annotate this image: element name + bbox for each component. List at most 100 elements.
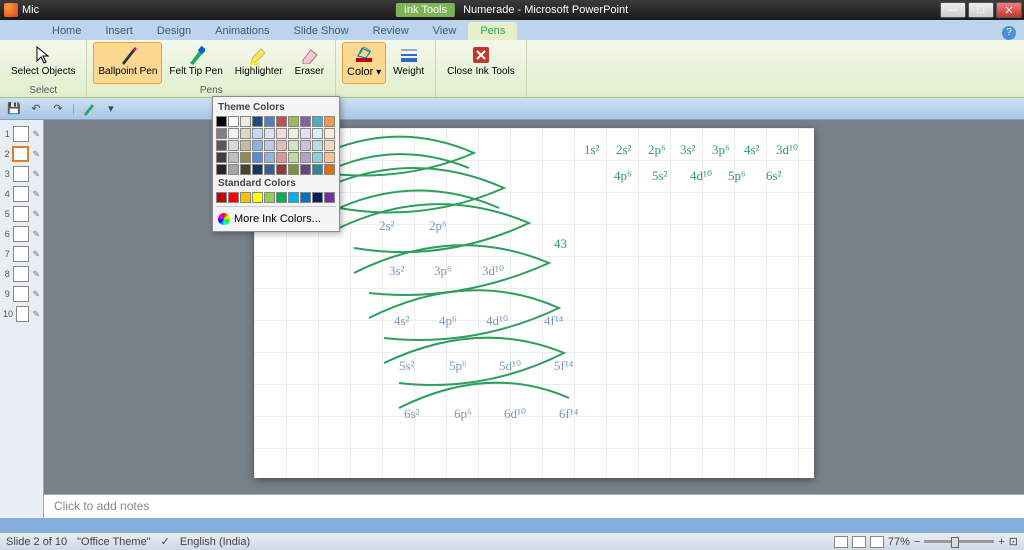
swatch[interactable] (324, 140, 335, 151)
swatch[interactable] (288, 140, 299, 151)
more-ink-colors[interactable]: More Ink Colors... (216, 210, 336, 228)
swatch[interactable] (216, 192, 227, 203)
swatch[interactable] (252, 140, 263, 151)
undo-icon[interactable]: ↶ (28, 101, 44, 117)
swatch[interactable] (240, 116, 251, 127)
swatch[interactable] (312, 116, 323, 127)
save-icon[interactable]: 💾 (6, 101, 22, 117)
highlighter-button[interactable]: Highlighter (230, 42, 288, 84)
zoom-level[interactable]: 77% (888, 536, 910, 548)
swatch[interactable] (288, 128, 299, 139)
swatch[interactable] (216, 164, 227, 175)
swatch[interactable] (216, 116, 227, 127)
tab-home[interactable]: Home (40, 22, 93, 40)
swatch[interactable] (228, 192, 239, 203)
thumbnail-6[interactable]: 6✎ (0, 224, 43, 244)
swatch[interactable] (300, 140, 311, 151)
swatch[interactable] (252, 192, 263, 203)
swatch[interactable] (228, 140, 239, 151)
thumbnail-5[interactable]: 5✎ (0, 204, 43, 224)
thumbnail-8[interactable]: 8✎ (0, 264, 43, 284)
help-button[interactable]: ? (1002, 26, 1016, 40)
felt-tip-button[interactable]: Felt Tip Pen (164, 42, 227, 84)
office-button[interactable] (4, 3, 18, 17)
swatch[interactable] (264, 164, 275, 175)
swatch[interactable] (300, 128, 311, 139)
swatch[interactable] (240, 192, 251, 203)
tab-insert[interactable]: Insert (93, 22, 145, 40)
normal-view-button[interactable] (834, 536, 848, 548)
swatch[interactable] (312, 152, 323, 163)
swatch[interactable] (264, 192, 275, 203)
swatch[interactable] (228, 116, 239, 127)
swatch[interactable] (324, 116, 335, 127)
tab-review[interactable]: Review (361, 22, 421, 40)
swatch[interactable] (216, 152, 227, 163)
sorter-view-button[interactable] (852, 536, 866, 548)
tab-animations[interactable]: Animations (203, 22, 281, 40)
swatch[interactable] (312, 164, 323, 175)
swatch[interactable] (240, 164, 251, 175)
tab-pens[interactable]: Pens (468, 22, 517, 40)
swatch[interactable] (300, 164, 311, 175)
swatch[interactable] (300, 116, 311, 127)
zoom-out-button[interactable]: − (914, 536, 920, 548)
swatch[interactable] (288, 192, 299, 203)
swatch[interactable] (288, 116, 299, 127)
language-indicator[interactable]: English (India) (180, 536, 250, 548)
swatch[interactable] (252, 164, 263, 175)
swatch[interactable] (312, 140, 323, 151)
thumbnail-9[interactable]: 9✎ (0, 284, 43, 304)
spellcheck-icon[interactable]: ✓ (161, 535, 170, 548)
swatch[interactable] (276, 128, 287, 139)
thumbnail-4[interactable]: 4✎ (0, 184, 43, 204)
swatch[interactable] (312, 128, 323, 139)
swatch[interactable] (228, 152, 239, 163)
swatch[interactable] (276, 140, 287, 151)
notes-pane[interactable]: Click to add notes (44, 494, 1024, 518)
close-button[interactable]: ✕ (996, 2, 1022, 18)
swatch[interactable] (276, 152, 287, 163)
swatch[interactable] (228, 164, 239, 175)
thumbnail-1[interactable]: 1✎ (0, 124, 43, 144)
thumbnail-3[interactable]: 3✎ (0, 164, 43, 184)
swatch[interactable] (276, 116, 287, 127)
swatch[interactable] (324, 128, 335, 139)
swatch[interactable] (252, 152, 263, 163)
weight-button[interactable]: Weight (388, 42, 429, 84)
thumbnail-2[interactable]: 2✎ (0, 144, 43, 164)
swatch[interactable] (264, 152, 275, 163)
swatch[interactable] (324, 152, 335, 163)
close-ink-tools-button[interactable]: Close Ink Tools (442, 42, 520, 84)
swatch[interactable] (240, 152, 251, 163)
ballpoint-pen-button[interactable]: Ballpoint Pen (93, 42, 162, 84)
color-button[interactable]: Color ▾ (342, 42, 386, 84)
fit-button[interactable]: ⊡ (1009, 535, 1018, 548)
swatch[interactable] (288, 164, 299, 175)
tab-view[interactable]: View (421, 22, 469, 40)
eraser-button[interactable]: Eraser (290, 42, 329, 84)
swatch[interactable] (252, 128, 263, 139)
zoom-in-button[interactable]: + (998, 536, 1004, 548)
tab-slide-show[interactable]: Slide Show (282, 22, 361, 40)
swatch[interactable] (300, 152, 311, 163)
swatch[interactable] (264, 116, 275, 127)
tab-design[interactable]: Design (145, 22, 203, 40)
swatch[interactable] (300, 192, 311, 203)
swatch[interactable] (240, 128, 251, 139)
swatch[interactable] (312, 192, 323, 203)
swatch[interactable] (216, 128, 227, 139)
swatch[interactable] (288, 152, 299, 163)
thumbnail-10[interactable]: 10✎ (0, 304, 43, 324)
maximize-button[interactable]: □ (968, 2, 994, 18)
swatch[interactable] (216, 140, 227, 151)
zoom-slider[interactable] (924, 540, 994, 543)
swatch[interactable] (264, 140, 275, 151)
redo-icon[interactable]: ↷ (50, 101, 66, 117)
minimize-button[interactable]: — (940, 2, 966, 18)
swatch[interactable] (324, 164, 335, 175)
slideshow-view-button[interactable] (870, 536, 884, 548)
swatch[interactable] (252, 116, 263, 127)
swatch[interactable] (324, 192, 335, 203)
pen-quick-icon[interactable] (81, 101, 97, 117)
